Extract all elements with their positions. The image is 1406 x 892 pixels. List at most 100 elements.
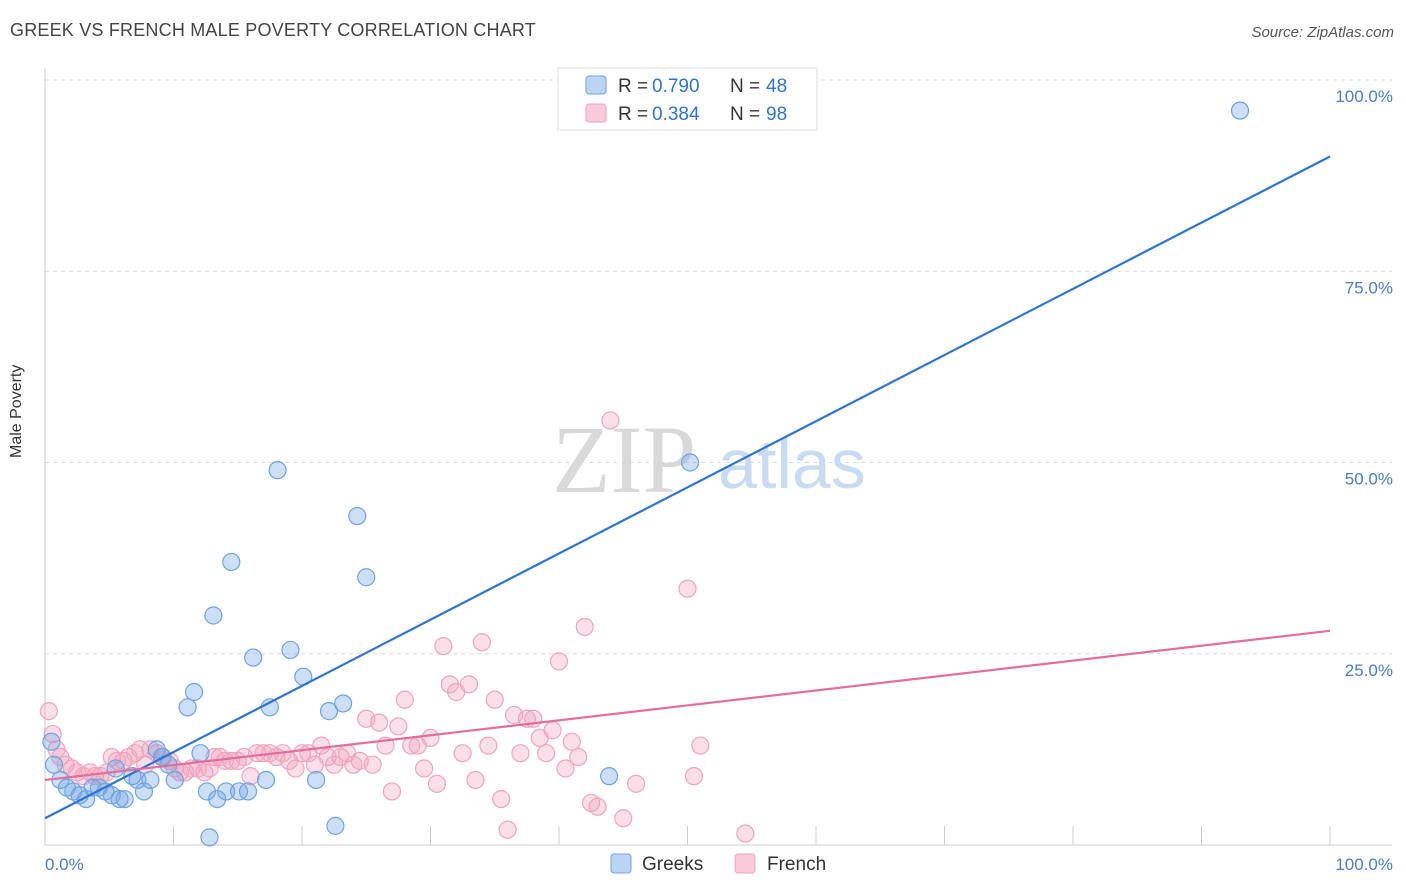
french-point-64	[421, 728, 440, 748]
y-tick-label-1: 75.0%	[1345, 278, 1393, 297]
watermark: ZIP atlas	[552, 406, 866, 513]
legend-french-n-label: N =	[730, 104, 760, 125]
legend-greeks-n-label: N =	[730, 76, 760, 97]
french-point-74	[485, 690, 504, 709]
greeks-point-29	[217, 782, 236, 801]
french-point-60	[395, 690, 414, 709]
french-point-69	[453, 744, 472, 763]
top-legend: R = 0.790 N = 48 R = 0.384 N = 98	[557, 67, 818, 131]
french-point-84	[549, 652, 569, 671]
x-tick-label-0: 0.0%	[45, 855, 84, 874]
bottom-legend-french-label: French	[767, 854, 826, 875]
legend-french-n-value: 98	[766, 104, 787, 125]
bottom-legend: Greeks French	[610, 853, 826, 875]
greeks-point-26	[200, 828, 219, 847]
french-point-47	[312, 736, 331, 755]
french-trend-line	[44, 629, 1331, 782]
greeks-point-36	[268, 461, 287, 480]
french-point-96	[691, 736, 710, 755]
greeks-point-22	[178, 698, 197, 717]
french-point-78	[511, 744, 530, 763]
watermark-zip: ZIP	[552, 406, 696, 513]
french-point-1	[43, 724, 62, 744]
bottom-legend-french-swatch	[734, 853, 756, 874]
french-point-59	[389, 717, 408, 736]
greeks-point-44	[357, 568, 376, 587]
greeks-point-11	[106, 759, 125, 778]
chart-title: GREEK VS FRENCH MALE POVERTY CORRELATION…	[10, 20, 536, 40]
greeks-point-12	[110, 789, 129, 809]
french-point-58	[382, 782, 402, 801]
greeks-point-45	[600, 767, 619, 786]
y-tick-label-2: 50.0%	[1345, 470, 1393, 489]
french-point-82	[537, 744, 556, 763]
french-point-63	[414, 759, 434, 778]
greeks-point-13	[115, 789, 134, 809]
legend-greeks-r-value: 0.790	[652, 76, 700, 97]
french-point-43	[286, 759, 305, 778]
french-point-91	[601, 411, 620, 430]
greeks-point-24	[191, 744, 210, 763]
french-point-90	[588, 797, 607, 816]
french-point-71	[466, 770, 485, 790]
greeks-point-17	[141, 770, 160, 790]
greeks-point-46	[680, 453, 700, 472]
french-point-0	[39, 702, 58, 721]
greeks-point-25	[197, 782, 217, 801]
greeks-point-41	[326, 816, 345, 835]
grid-lines	[45, 79, 1392, 655]
greeks-point-33	[244, 648, 263, 667]
y-tick-label-3: 25.0%	[1345, 661, 1393, 680]
greeks-point-23	[184, 682, 204, 702]
greeks-point-42	[334, 694, 353, 713]
french-point-65	[427, 774, 447, 793]
french-point-86	[562, 732, 581, 751]
french-point-72	[472, 633, 491, 652]
greeks-points	[42, 101, 1250, 847]
greeks-point-47	[1230, 101, 1250, 120]
legend-french-swatch	[585, 103, 607, 123]
french-point-76	[498, 820, 517, 839]
french-point-55	[363, 755, 382, 774]
y-tick-label-0: 100.0%	[1335, 87, 1393, 106]
french-point-97	[736, 824, 755, 843]
french-point-92	[614, 809, 633, 828]
greeks-point-21	[165, 770, 184, 790]
french-point-94	[678, 579, 697, 598]
greeks-trend-line	[44, 155, 1331, 820]
french-point-88	[575, 617, 594, 637]
watermark-atlas: atlas	[718, 425, 866, 503]
greeks-point-32	[238, 782, 258, 801]
x-tick-label-1: 100.0%	[1335, 855, 1393, 874]
greeks-point-27	[204, 606, 223, 625]
greeks-point-1	[44, 755, 64, 774]
french-point-66	[434, 636, 453, 656]
french-point-70	[459, 675, 479, 694]
axes	[44, 68, 1392, 846]
trend-lines	[44, 155, 1331, 820]
greeks-point-34	[256, 770, 276, 790]
french-point-85	[556, 759, 575, 778]
french-point-95	[684, 767, 704, 786]
greeks-point-16	[134, 782, 154, 801]
tick-labels: 100.0% 75.0% 50.0% 25.0% 0.0% 100.0%	[45, 87, 1393, 874]
greeks-point-37	[281, 640, 300, 660]
legend-french-r-label: R =	[618, 104, 648, 125]
legend-greeks-r-label: R =	[618, 76, 648, 97]
french-point-36	[241, 767, 260, 786]
greeks-point-40	[319, 702, 339, 721]
greeks-point-30	[222, 552, 241, 572]
french-point-73	[479, 736, 498, 755]
bottom-legend-greeks-swatch	[610, 853, 632, 874]
legend-french-r-value: 0.384	[652, 104, 700, 125]
french-point-83	[543, 721, 562, 740]
french-point-87	[569, 747, 588, 767]
french-point-13	[107, 751, 127, 770]
french-point-37	[247, 744, 267, 763]
french-point-93	[626, 774, 646, 793]
greeks-point-0	[42, 732, 61, 751]
chart-source: Source: ZipAtlas.com	[1251, 24, 1394, 41]
legend-greeks-swatch	[585, 75, 607, 95]
greeks-point-43	[348, 506, 367, 526]
